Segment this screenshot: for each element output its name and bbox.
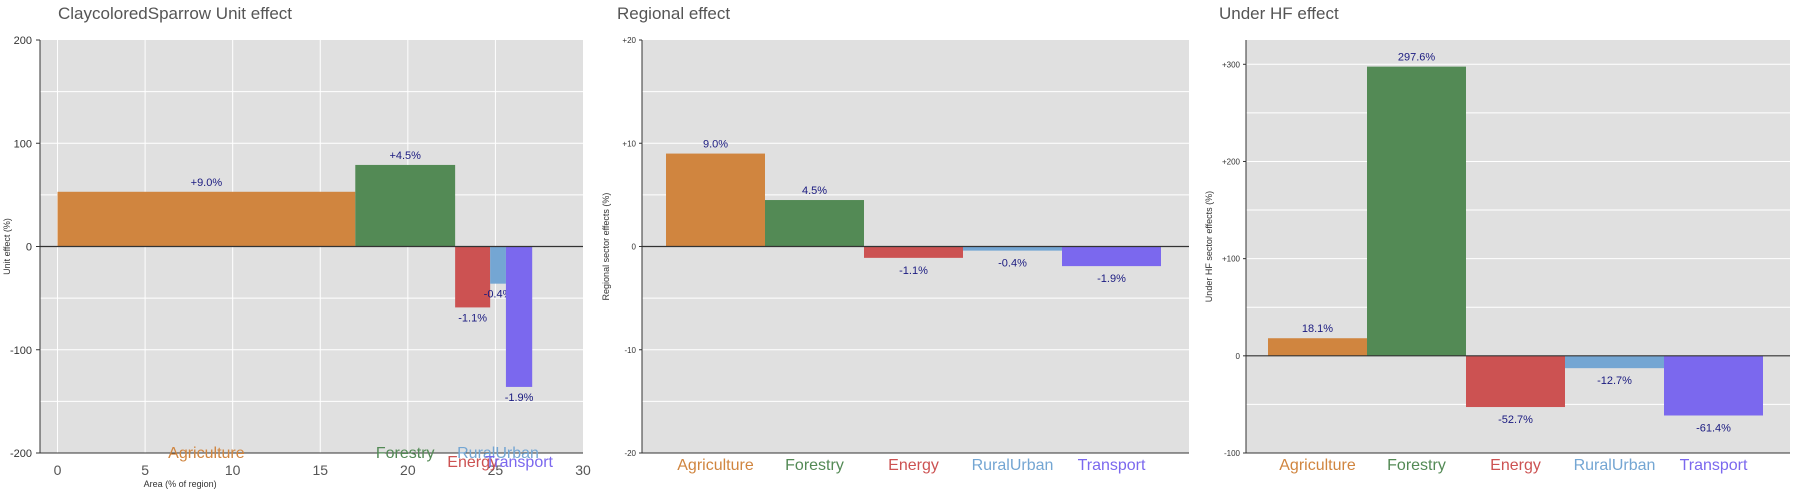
data-label-regional-energy: -1.1%	[899, 265, 928, 277]
data-label-unit-forestry: +4.5%	[389, 150, 421, 162]
category-label-regional-agriculture: Agriculture	[677, 457, 754, 474]
data-label-under-hf-energy: -52.7%	[1498, 414, 1533, 426]
category-label-regional-energy: Energy	[888, 457, 939, 474]
data-label-regional-agriculture: 9.0%	[703, 139, 728, 151]
category-label-unit-agriculture: Agriculture	[168, 445, 245, 462]
y-axis-title: Under HF sector effects (%)	[1204, 191, 1214, 302]
category-label-regional-ruralurban: RuralUrban	[972, 457, 1054, 474]
bar-under-hf-energy	[1466, 355, 1565, 408]
category-label-under-hf-energy: Energy	[1490, 457, 1541, 474]
category-label-regional-forestry: Forestry	[785, 457, 844, 474]
y-tick-label: -20	[624, 449, 636, 458]
x-tick-label: 0	[54, 462, 62, 478]
category-label-under-hf-agriculture: Agriculture	[1279, 457, 1356, 474]
y-tick-label: +100	[1222, 255, 1241, 264]
category-label-under-hf-forestry: Forestry	[1387, 457, 1446, 474]
y-tick-label: +10	[622, 139, 636, 148]
y-tick-label: +200	[1222, 157, 1241, 166]
x-tick-label: 30	[575, 462, 591, 478]
y-axis-title: Unit effect (%)	[2, 218, 12, 275]
category-label-unit-transport: Transport	[485, 454, 553, 471]
y-tick-label: +20	[622, 36, 636, 45]
panel-title-unit-effect: ClaycoloredSparrow Unit effect	[58, 4, 292, 23]
bar-unit-energy	[455, 246, 491, 308]
x-tick-label: 15	[312, 462, 328, 478]
bar-under-hf-forestry	[1367, 66, 1466, 356]
data-label-under-hf-agriculture: 18.1%	[1302, 323, 1333, 335]
bar-regional-ruralurban	[963, 246, 1062, 251]
y-tick-label: -200	[10, 448, 32, 460]
category-label-under-hf-transport: Transport	[1680, 457, 1748, 474]
panel-title-regional: Regional effect	[617, 4, 730, 23]
bar-unit-agriculture	[57, 191, 356, 247]
y-tick-label: 0	[1236, 352, 1241, 361]
category-label-unit-ruralurban: RuralUrban	[457, 445, 539, 462]
data-label-regional-forestry: 4.5%	[802, 185, 827, 197]
bar-under-hf-ruralurban	[1565, 355, 1664, 369]
bar-unit-ruralurban	[490, 246, 506, 284]
y-tick-label: 0	[26, 242, 32, 254]
data-label-unit-ruralurban: -0.4%	[484, 289, 513, 301]
y-tick-label: -100	[1224, 449, 1241, 458]
bar-unit-forestry	[355, 164, 456, 247]
bar-under-hf-agriculture	[1268, 338, 1367, 356]
y-tick-label: 0	[632, 243, 637, 252]
bar-regional-agriculture	[666, 153, 765, 247]
bar-unit-transport	[505, 246, 533, 387]
data-label-under-hf-forestry: 297.6%	[1398, 52, 1436, 64]
panel-title-under-hf: Under HF effect	[1219, 4, 1339, 23]
data-label-regional-ruralurban: -0.4%	[998, 258, 1027, 270]
data-label-under-hf-transport: -61.4%	[1696, 422, 1731, 434]
data-label-unit-energy: -1.1%	[458, 312, 487, 324]
bar-regional-forestry	[765, 200, 864, 247]
y-axis-title: Regional sector effects (%)	[601, 193, 611, 301]
y-tick-label: 100	[14, 138, 32, 150]
y-tick-label: -10	[624, 346, 636, 355]
bar-regional-energy	[864, 246, 963, 258]
x-tick-label: 5	[141, 462, 149, 478]
x-tick-label: 20	[400, 462, 416, 478]
x-tick-label: 10	[225, 462, 241, 478]
category-label-regional-transport: Transport	[1078, 457, 1146, 474]
data-label-unit-transport: -1.9%	[505, 392, 534, 404]
category-label-unit-energy: Energy	[447, 454, 498, 471]
y-tick-label: -100	[10, 345, 32, 357]
data-label-unit-agriculture: +9.0%	[191, 177, 223, 189]
data-label-under-hf-ruralurban: -12.7%	[1597, 375, 1632, 387]
bar-regional-transport	[1062, 246, 1161, 267]
bar-under-hf-transport	[1664, 355, 1763, 416]
y-tick-label: +300	[1222, 60, 1241, 69]
y-tick-label: 200	[14, 35, 32, 47]
x-axis-title: Area (% of region)	[144, 479, 217, 489]
category-label-unit-forestry: Forestry	[376, 445, 435, 462]
x-tick-label: 25	[488, 462, 504, 478]
data-label-regional-transport: -1.9%	[1097, 273, 1126, 285]
category-label-under-hf-ruralurban: RuralUrban	[1574, 457, 1656, 474]
